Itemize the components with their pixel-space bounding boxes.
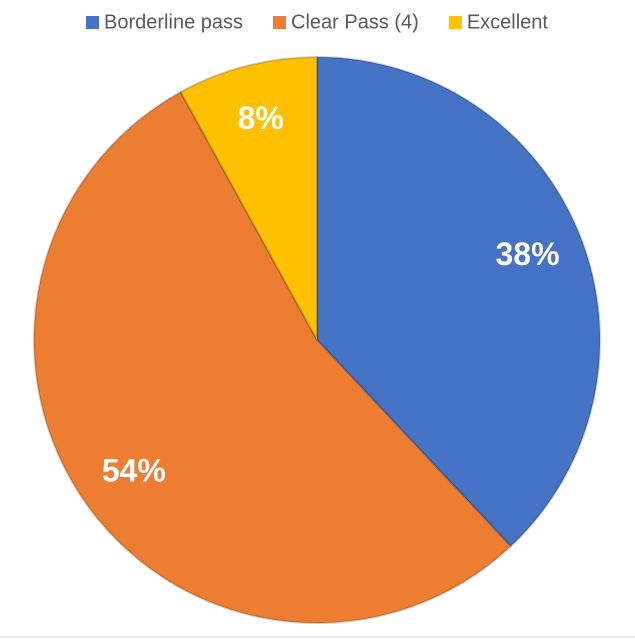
legend-swatch	[273, 16, 286, 29]
legend-swatch	[448, 16, 462, 29]
legend: Borderline pass Clear Pass (4) Excellent	[86, 11, 548, 33]
slice	[179, 55, 318, 341]
legend-label: Excellent	[467, 11, 549, 33]
legend-label: Borderline pass	[104, 11, 243, 33]
slice	[33, 90, 513, 624]
slice-label: 54%	[102, 453, 166, 489]
legend-label: Clear Pass (4)	[291, 11, 419, 33]
legend-swatch	[86, 16, 100, 29]
slice	[316, 55, 601, 548]
slice-label: 38%	[495, 236, 559, 272]
slice-label: 8%	[238, 100, 284, 136]
